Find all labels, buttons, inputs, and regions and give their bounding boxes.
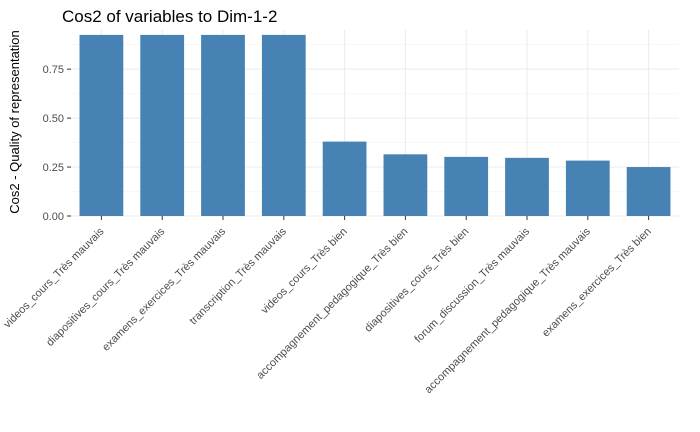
x-tick-label: examens_exercices_Très bien xyxy=(540,226,654,340)
y-axis-ticks: 0.00 0.25 0.50 0.75 xyxy=(43,64,71,223)
bar xyxy=(626,167,671,216)
bar xyxy=(140,34,185,216)
y-axis-label: Cos2 - Quality of representation xyxy=(7,30,22,214)
y-tick-label: 0.25 xyxy=(43,162,64,174)
bar xyxy=(444,156,489,216)
x-tick-label: transcription_Très mauvais xyxy=(187,225,289,327)
x-tick-label: examens_exercices_Très mauvais xyxy=(100,225,228,353)
x-axis-ticks: videos_cours_Très mauvaisdiapositives_co… xyxy=(1,216,654,396)
bar xyxy=(383,154,428,216)
x-tick-label: videos_cours_Très mauvais xyxy=(1,225,106,330)
bar xyxy=(261,34,306,216)
bar xyxy=(322,141,367,216)
y-tick-label: 0.00 xyxy=(43,211,64,223)
y-tick-label: 0.75 xyxy=(43,64,64,76)
bar xyxy=(505,157,549,216)
bars-layer xyxy=(79,34,671,216)
chart-title: Cos2 of variables to Dim-1-2 xyxy=(62,7,277,26)
x-tick-label: forum_discussion_Très mauvais xyxy=(412,225,532,345)
bar xyxy=(79,34,124,216)
bar xyxy=(201,34,245,216)
x-tick-label: diapositives_cours_Très mauvais xyxy=(44,225,168,349)
x-tick-label: diapositives_cours_Très bien xyxy=(362,226,471,335)
y-tick-label: 0.50 xyxy=(43,113,64,125)
bar xyxy=(565,160,610,216)
